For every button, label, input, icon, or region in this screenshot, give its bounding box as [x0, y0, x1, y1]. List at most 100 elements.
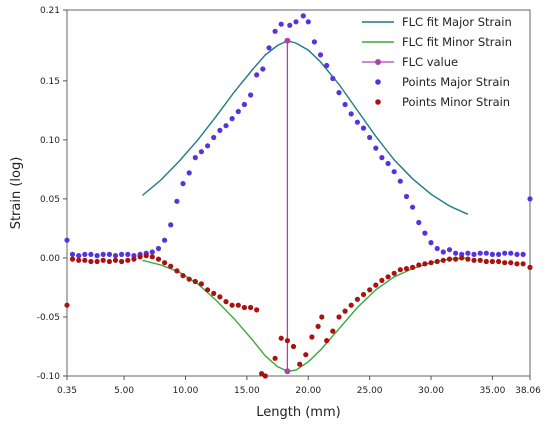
data-point: [379, 155, 385, 161]
data-point: [465, 250, 471, 256]
data-point: [112, 257, 119, 263]
data-point: [348, 302, 354, 308]
data-point: [496, 258, 502, 265]
data-point: [489, 251, 495, 257]
data-point: [483, 258, 489, 265]
data-point: [403, 193, 410, 200]
data-point: [112, 253, 119, 259]
data-point: [440, 257, 446, 263]
x-axis-title: Length (mm): [256, 405, 340, 420]
series-line: [142, 257, 468, 373]
data-point: [391, 169, 397, 175]
flc-value-marker-top: [284, 37, 291, 44]
data-point: [317, 52, 324, 58]
data-point: [64, 237, 70, 243]
y-tick-label: 0.05: [40, 195, 60, 205]
data-point: [284, 338, 290, 344]
legend-label: Points Minor Strain: [402, 95, 510, 109]
data-point: [290, 343, 297, 350]
data-point: [373, 282, 379, 288]
data-point: [223, 299, 229, 305]
data-point: [311, 39, 317, 45]
data-point: [260, 66, 266, 72]
x-tick-label: 30.00: [418, 386, 444, 396]
data-point: [502, 260, 508, 266]
data-point: [82, 257, 88, 263]
data-point: [477, 257, 483, 263]
data-point: [336, 314, 342, 320]
data-point: [520, 261, 526, 267]
data-point: [248, 92, 254, 98]
data-point: [162, 260, 168, 266]
series-line: [142, 39, 469, 215]
data-point: [88, 251, 94, 257]
data-point: [235, 302, 241, 308]
data-point: [397, 267, 403, 273]
data-point: [94, 253, 100, 259]
data-point: [217, 127, 223, 133]
data-point: [192, 155, 198, 161]
data-point: [471, 257, 477, 263]
data-point: [241, 304, 247, 311]
data-point: [198, 281, 204, 287]
data-point: [143, 253, 149, 259]
data-point: [440, 249, 446, 255]
data-point: [205, 143, 211, 149]
data-point: [229, 116, 235, 122]
data-point: [342, 308, 348, 314]
legend-swatch-marker: [375, 59, 381, 65]
data-point: [180, 181, 186, 187]
axes-layer: 0.35 5.00 10.00 15.00 20.00 25.00 30.00 35.00 38…: [9, 6, 541, 420]
data-point: [229, 302, 235, 308]
legend-label: FLC fit Minor Strain: [402, 35, 512, 49]
data-point: [471, 251, 477, 257]
data-point: [82, 251, 88, 257]
data-point: [162, 237, 168, 243]
data-point: [410, 204, 416, 210]
x-tick-label: 35.00: [480, 386, 506, 396]
data-point: [180, 273, 186, 279]
y-tick-label: 0.21: [40, 6, 60, 16]
data-point: [125, 251, 131, 257]
y-tick-label: 0.00: [40, 254, 60, 264]
y-tick-label: -0.05: [37, 313, 60, 323]
data-point: [367, 134, 373, 141]
y-tick-label: -0.10: [37, 372, 61, 382]
data-point: [211, 134, 217, 141]
data-point: [186, 170, 192, 176]
data-point: [319, 314, 325, 320]
data-point: [262, 373, 268, 379]
data-point: [354, 296, 360, 302]
legend-item: Points Minor Strain: [375, 95, 510, 109]
data-point: [453, 256, 459, 262]
data-point: [235, 108, 241, 115]
data-point: [403, 266, 410, 272]
data-point: [205, 287, 211, 293]
data-point: [254, 72, 260, 78]
y-tick-label: 0.15: [40, 77, 60, 87]
legend-label: FLC value: [402, 55, 458, 69]
data-point: [502, 250, 508, 256]
data-point: [336, 90, 342, 96]
data-point: [324, 338, 330, 344]
data-point: [453, 250, 459, 256]
data-point: [508, 260, 514, 266]
data-point: [342, 101, 348, 108]
data-point: [259, 371, 265, 377]
data-point: [360, 291, 367, 298]
data-point: [272, 355, 278, 361]
x-tick-label: 10.00: [173, 386, 199, 396]
legend-item: FLC fit Major Strain: [362, 15, 512, 29]
data-point: [192, 278, 198, 285]
data-point: [131, 256, 137, 262]
legend-item: FLC value: [362, 55, 458, 69]
series-points-major-strain: [64, 13, 533, 259]
data-point: [149, 254, 155, 260]
data-point: [416, 219, 422, 226]
legend-label: FLC fit Major Strain: [402, 15, 512, 29]
data-point: [223, 123, 229, 129]
x-tick-label: 5.00: [114, 386, 134, 396]
data-point: [155, 256, 162, 262]
data-point: [379, 277, 385, 283]
data-point: [483, 250, 489, 256]
